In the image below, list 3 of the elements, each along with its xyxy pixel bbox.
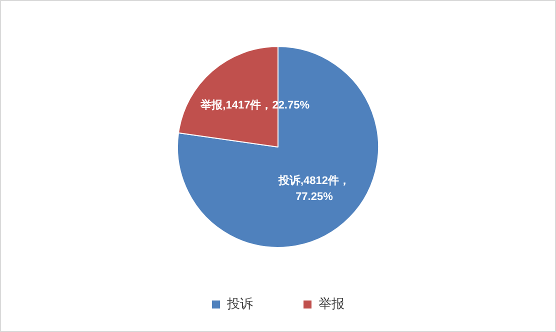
data-label: 投诉,4812件，77.25%	[277, 174, 350, 203]
legend-label: 举报	[318, 296, 344, 312]
legend-label: 投诉	[226, 296, 253, 312]
